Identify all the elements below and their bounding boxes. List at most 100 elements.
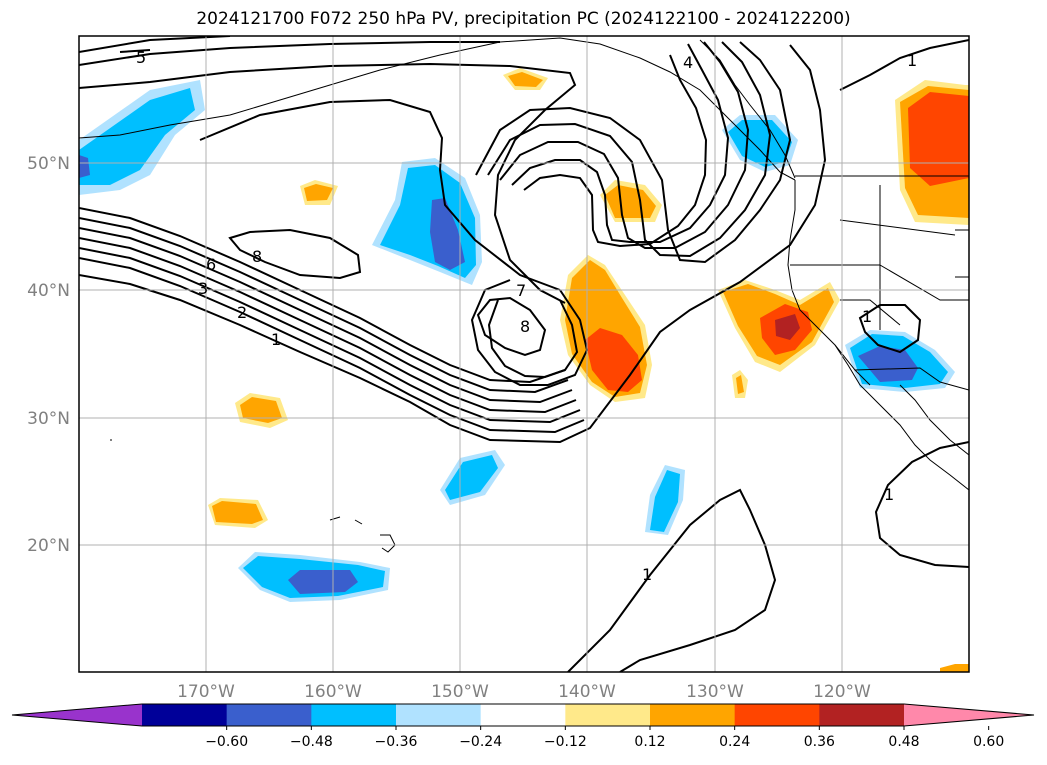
gridlines xyxy=(79,36,969,672)
contour-label: 8 xyxy=(520,317,530,336)
pv-contour-upper-3 xyxy=(79,36,231,53)
contour-label: 1 xyxy=(642,565,652,584)
lat-label-30n: 30°N xyxy=(27,409,70,429)
precip-positive-small2-core xyxy=(508,72,543,87)
lon-label-160w: 160°W xyxy=(304,682,362,702)
colorbar-tick-label: 0.24 xyxy=(719,734,750,750)
pv-contour-trough-6 xyxy=(79,257,585,434)
border-mexico xyxy=(854,367,969,391)
coastline-baja xyxy=(834,344,969,491)
precip-positive-small1-core xyxy=(605,185,656,218)
pv-contour-upper-1 xyxy=(79,41,500,66)
pv-contour-5 xyxy=(79,62,577,304)
lat-tick-labels: 20°N 30°N 40°N 50°N xyxy=(27,154,70,556)
pv-contour-east-1 xyxy=(839,39,969,91)
contour-label: 1 xyxy=(862,307,872,326)
pv-contour-loop-3 xyxy=(499,41,750,249)
precip-positive-central-center xyxy=(585,328,642,392)
pv-contours xyxy=(79,36,969,672)
contour-label: 1 xyxy=(907,51,917,70)
colorbar-tick-label: 0.48 xyxy=(888,734,919,750)
colorbar-tick-label: −0.12 xyxy=(544,734,587,750)
lon-label-150w: 150°W xyxy=(431,682,489,702)
colorbar-tick-label: 0.12 xyxy=(634,734,665,750)
pv-contour-upper-2 xyxy=(199,98,561,291)
precip-positive-east-peak xyxy=(775,314,800,340)
colorbar-segment xyxy=(480,704,566,726)
pv-contour-loop-1 xyxy=(475,41,792,264)
map-area: 5 4 1 6 3 2 1 8 7 8 1 1 1 xyxy=(79,36,969,672)
coastline-us-west xyxy=(787,180,871,386)
precip-negative-nw-center xyxy=(79,155,90,178)
colorbar-extend-high xyxy=(904,704,1034,726)
contour-label: 6 xyxy=(206,255,216,274)
colorbar-tick-label: −0.60 xyxy=(205,734,248,750)
colorbar-segment xyxy=(396,704,482,726)
precip-positive-small5-core xyxy=(212,501,263,524)
colorbar: −0.60 −0.48 −0.36 −0.24 −0.12 0.12 0.24 0.36 0.4… xyxy=(11,703,1035,750)
contour-label: 1 xyxy=(884,485,894,504)
contour-label: 8 xyxy=(252,247,262,266)
pv-contour-trough-3 xyxy=(79,227,573,404)
colorbar-tick-label: 0.36 xyxy=(804,734,835,750)
contour-label: 5 xyxy=(136,48,146,67)
precip-positive-small4-core xyxy=(240,397,282,423)
colorbar-segment xyxy=(650,704,736,726)
contour-label: 3 xyxy=(198,279,208,298)
lon-label-120w: 120°W xyxy=(813,682,871,702)
precip-negative-hawaii-center xyxy=(288,570,358,594)
pv-contour-south xyxy=(567,488,777,672)
contour-label: 7 xyxy=(516,281,526,300)
coastline-islands xyxy=(110,439,396,553)
lon-label-170w: 170°W xyxy=(177,682,235,702)
colorbar-segment xyxy=(311,704,397,726)
pv-contour-trough-7 xyxy=(79,44,827,444)
colorbar-segment xyxy=(142,704,228,726)
contour-label: 1 xyxy=(271,330,281,349)
pv-contour-loop-2 xyxy=(487,41,772,258)
pv-contour-small-8 xyxy=(228,228,362,280)
lat-label-40n: 40°N xyxy=(27,281,70,301)
precip-positive-corner xyxy=(940,664,969,672)
lon-label-130w: 130°W xyxy=(686,682,744,702)
precip-negative-slim-core xyxy=(650,470,680,532)
precip-negative-south-core xyxy=(445,455,498,500)
precip-positive-small3-core xyxy=(304,184,333,201)
coastlines xyxy=(79,37,969,553)
pv-contour-small-7 xyxy=(476,296,547,357)
lon-label-140w: 140°W xyxy=(558,682,616,702)
pv-contour-loop-4 xyxy=(511,43,730,243)
colorbar-segment xyxy=(226,704,312,726)
precip-positive-ne-center xyxy=(908,92,969,186)
pv-contour-trough-inner-2 xyxy=(487,299,579,379)
colorbar-tick-label: −0.48 xyxy=(290,734,333,750)
contour-label: 4 xyxy=(683,53,693,72)
colorbar-segment xyxy=(734,704,820,726)
pv-contour-trough-1 xyxy=(79,207,566,384)
lat-label-50n: 50°N xyxy=(27,154,70,174)
precip-negative-coast-core xyxy=(728,120,792,167)
pv-contour-east-3 xyxy=(874,441,969,568)
figure-title: 2024121700 F072 250 hPa PV, precipitatio… xyxy=(196,9,851,29)
colorbar-extend-low xyxy=(12,704,142,726)
colorbar-outline xyxy=(11,703,1035,727)
precip-positive-small6-core xyxy=(736,375,744,394)
coastline-bc xyxy=(699,39,796,179)
pv-contour-east-2 xyxy=(858,304,922,354)
colorbar-segment xyxy=(565,704,651,726)
precip-negative-central-center xyxy=(430,198,465,270)
pv-contour-loop-5 xyxy=(523,54,708,248)
colorbar-tick-label: −0.36 xyxy=(375,734,418,750)
lon-tick-labels: 170°W 160°W 150°W 140°W 130°W 120°W xyxy=(177,682,871,702)
map-frame xyxy=(78,35,970,673)
colorbar-tick-label: −0.24 xyxy=(459,734,502,750)
pv-contour-trough-2 xyxy=(79,217,569,394)
pv-contour-trough-4 xyxy=(79,237,577,414)
pv-contour-trough-5 xyxy=(79,247,581,424)
colorbar-segment xyxy=(819,704,905,726)
contour-labels: 5 4 1 6 3 2 1 8 7 8 1 1 1 xyxy=(136,48,917,584)
precip-shading xyxy=(79,68,969,672)
precip-negative-nw-core xyxy=(79,88,195,185)
precip-negative-baja-center xyxy=(858,346,918,382)
